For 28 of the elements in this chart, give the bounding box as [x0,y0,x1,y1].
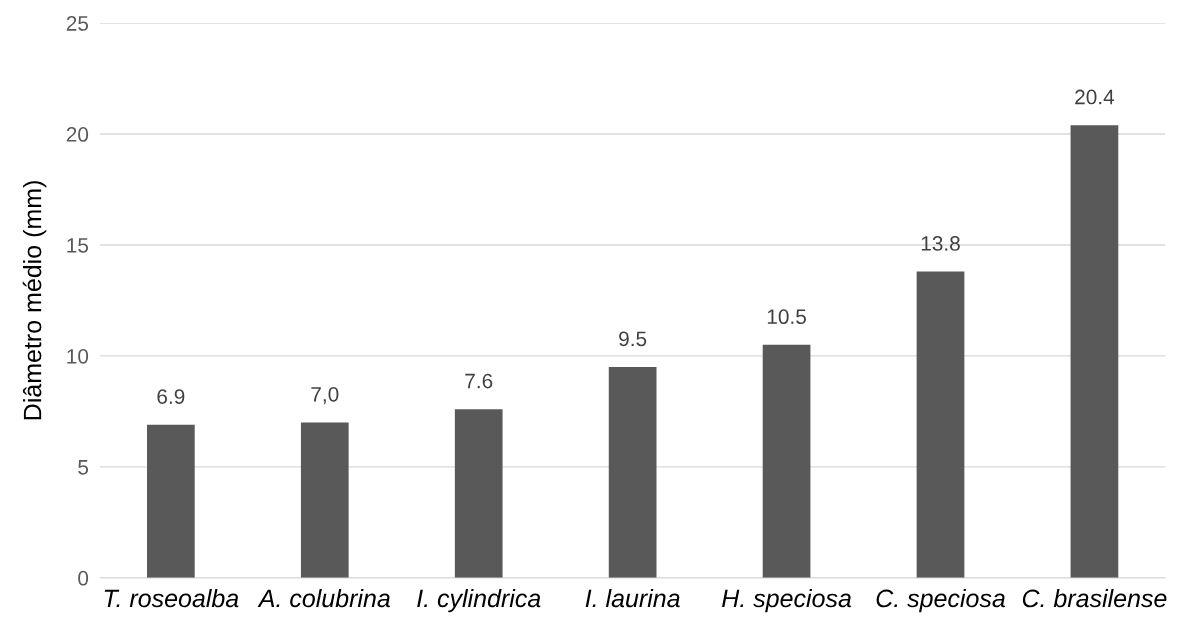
data-label: 20.4 [1075,89,1115,105]
bar [454,409,503,578]
data-label: 9.5 [619,331,647,347]
x-tick-label: H. speciosa [722,588,852,613]
data-label: 7.6 [465,373,493,389]
y-tick-label: 25 [66,16,89,31]
y-tick-label: 0 [78,570,89,586]
bar [608,367,657,578]
x-tick-label: T. roseoalba [104,588,239,608]
bar [916,271,965,578]
bar [1070,125,1119,578]
y-tick-label: 10 [67,348,89,364]
bar [762,344,811,578]
x-tick-label: I. laurina [585,588,680,608]
x-tick-label: C. speciosa [876,588,1005,613]
y-axis-title: Diâmetro médio (mm) [22,181,47,420]
bar [300,422,349,578]
data-label: 10.5 [767,309,806,325]
data-label: 6.9 [157,389,185,404]
y-tick-label: 5 [78,460,89,475]
x-tick-label: A. colubrina [257,588,390,608]
y-tick-label: 15 [67,238,89,253]
x-tick-label: C. brasilense [1022,588,1167,608]
data-label: 13.8 [921,236,960,251]
x-tick-label: I. cylindrica [417,588,541,613]
y-tick-label: 20 [66,127,89,142]
bar [146,424,195,578]
data-label: 7,0 [311,386,339,405]
